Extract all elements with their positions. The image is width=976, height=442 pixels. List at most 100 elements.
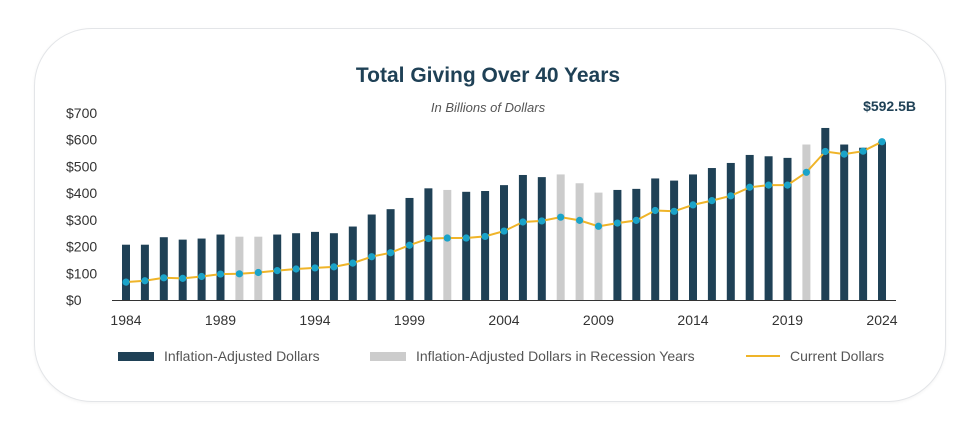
line-point [557, 213, 565, 221]
line-point [840, 150, 848, 158]
line-point [368, 253, 376, 261]
line-point [670, 207, 678, 215]
y-tick-label: $200 [66, 239, 97, 255]
line-point [765, 181, 773, 189]
line-point [651, 206, 659, 215]
line-point [821, 147, 829, 156]
bar [122, 244, 130, 300]
line-point [330, 263, 338, 271]
line-point [576, 216, 584, 224]
line-point [387, 249, 395, 257]
line-point [292, 265, 300, 273]
bar [462, 191, 471, 300]
x-tick-label: 2024 [866, 312, 897, 328]
line-point [160, 274, 168, 282]
chart-subtitle: In Billions of Dollars [430, 100, 546, 115]
line-point [802, 168, 811, 176]
line-point [689, 201, 697, 209]
bar [764, 156, 773, 300]
line-point [216, 270, 225, 278]
bar [745, 154, 754, 300]
bar [689, 174, 697, 300]
legend-label-current-dollars: Current Dollars [790, 348, 885, 364]
line-point [424, 234, 432, 243]
line-point [859, 147, 867, 155]
line-point [632, 216, 640, 224]
x-tick-label: 2014 [677, 312, 708, 328]
bar [178, 239, 187, 300]
x-tick-label: 2019 [772, 312, 803, 328]
x-tick-label: 1999 [394, 312, 425, 328]
recession-bar [575, 183, 584, 300]
bar [518, 174, 527, 300]
bar [707, 168, 716, 300]
recession-bar [556, 174, 565, 300]
y-tick-label: $500 [66, 158, 97, 174]
legend-swatch-bar [118, 351, 154, 361]
line-point [708, 197, 716, 205]
y-tick-label: $0 [66, 292, 82, 308]
line-point [538, 217, 546, 225]
x-tick-label: 2009 [583, 312, 614, 328]
y-tick-label: $300 [66, 212, 97, 228]
legend-item-current-dollars: Current Dollars [746, 348, 884, 364]
chart-title: Total Giving Over 40 Years [355, 64, 621, 87]
line-point [878, 138, 886, 146]
line-point [141, 277, 149, 285]
bar [405, 197, 414, 300]
y-tick-label: $100 [66, 265, 97, 281]
line-point [727, 192, 735, 200]
line-point [122, 278, 130, 286]
line-point [746, 183, 754, 191]
y-tick-label: $400 [66, 185, 97, 201]
x-tick-label: 1994 [299, 312, 330, 328]
bar [537, 177, 546, 300]
recession-bar [802, 144, 811, 300]
recession-bar [594, 192, 603, 300]
y-tick-label: $600 [66, 132, 97, 148]
bar [821, 127, 830, 301]
x-tick-label: 1989 [205, 312, 236, 328]
line-point [179, 274, 187, 282]
line-point [254, 268, 262, 277]
bar [783, 157, 792, 300]
latest-value-callout: $592.5B [863, 98, 916, 114]
bar [140, 244, 149, 300]
legend-label-inflation-adjusted: Inflation-Adjusted Dollars [164, 348, 320, 364]
line-point [783, 181, 792, 189]
line-point [235, 270, 243, 278]
line-point [594, 222, 603, 230]
legend-label-recession: Inflation-Adjusted Dollars in Recession … [416, 348, 695, 364]
bar [424, 188, 433, 300]
line-point [349, 259, 357, 267]
bar [859, 147, 868, 300]
legend-swatch-recession [370, 351, 406, 361]
bar [613, 189, 622, 300]
legend-item-inflation-adjusted: Inflation-Adjusted Dollars [118, 348, 320, 364]
bar [159, 237, 168, 300]
bar [197, 238, 206, 300]
legend-item-recession: Inflation-Adjusted Dollars in Recession … [370, 348, 695, 364]
bar [670, 180, 679, 300]
legend-swatch-line [746, 355, 780, 357]
line-point [405, 241, 414, 249]
line-point [311, 264, 319, 272]
line-point [443, 234, 451, 242]
bar [216, 234, 225, 300]
bar [878, 141, 886, 300]
legend: Inflation-Adjusted Dollars Inflation-Adj… [0, 348, 976, 368]
chart-card [34, 28, 946, 402]
recession-bar [235, 236, 244, 300]
bar [632, 188, 641, 300]
recession-bar [254, 236, 263, 300]
bar [840, 144, 849, 300]
line-point [500, 227, 508, 235]
line-point [198, 272, 206, 281]
bar [481, 191, 490, 300]
line-point [613, 219, 622, 227]
x-tick-label: 2004 [488, 312, 519, 328]
bar [500, 185, 508, 300]
line-point [519, 218, 527, 226]
bar [726, 162, 735, 300]
